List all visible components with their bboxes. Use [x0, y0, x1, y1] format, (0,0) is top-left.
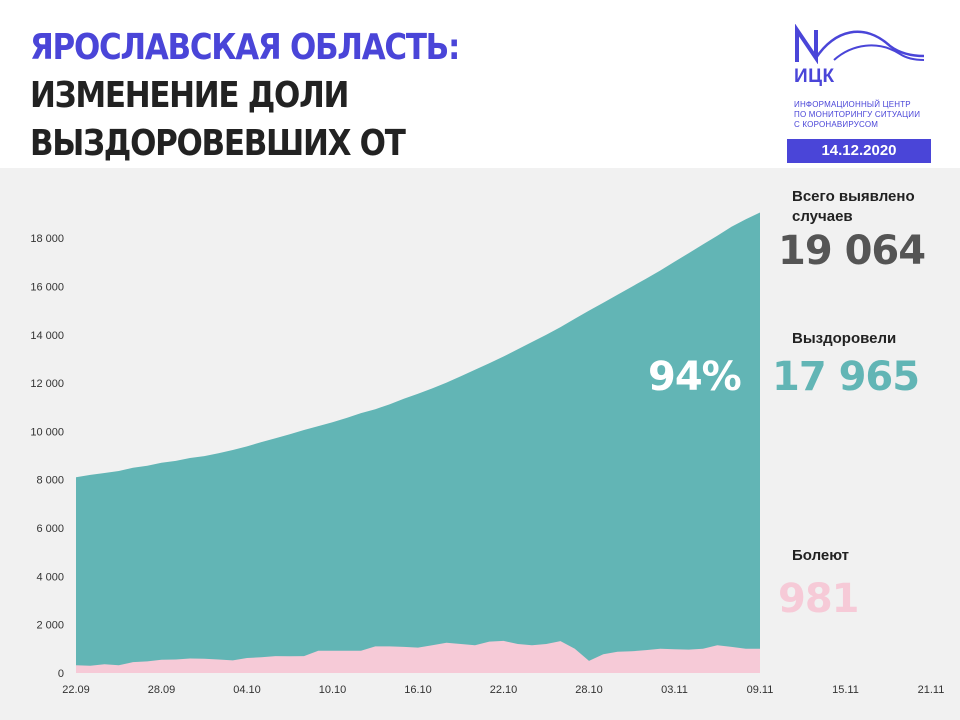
x-tick-label: 28.10: [575, 684, 603, 696]
total-cases-label: Всего выявлено случаев: [792, 188, 915, 225]
recovered-label: Выздоровели: [792, 330, 897, 347]
logo-subtitle: ИНФОРМАЦИОННЫЙ ЦЕНТР ПО МОНИТОРИНГУ СИТУ…: [794, 100, 920, 130]
y-tick-label: 14 000: [30, 330, 64, 342]
recovered-percent: 94%: [648, 354, 742, 400]
logo-subtitle-line-1: ИНФОРМАЦИОННЫЙ ЦЕНТР: [794, 100, 911, 109]
chart-panel: 0 2 000 4 000 6 000 8 000 10 000 12 000 14 000 1…: [0, 168, 960, 720]
x-tick-label: 04.10: [233, 684, 261, 696]
y-tick-label: 10 000: [30, 426, 64, 438]
sick-area: [76, 640, 760, 673]
y-tick-label: 0: [58, 668, 64, 680]
y-tick-label: 6 000: [36, 523, 64, 535]
recovered-area: [76, 212, 760, 673]
y-tick-label: 4 000: [36, 571, 64, 583]
y-tick-label: 12 000: [30, 378, 64, 390]
x-tick-label: 03.11: [661, 684, 688, 696]
logo: ИЦК ИНФОРМАЦИОННЫЙ ЦЕНТР ПО МОНИТОРИНГУ …: [794, 24, 934, 129]
sick-label: Болеют: [792, 547, 850, 564]
logo-subtitle-line-2: ПО МОНИТОРИНГУ СИТУАЦИИ: [794, 110, 921, 119]
x-tick-label: 09.11: [747, 684, 774, 696]
x-tick-label: 10.10: [319, 684, 347, 696]
logo-mark-icon: [795, 24, 925, 64]
x-tick-label: 21.11: [918, 684, 945, 696]
y-tick-label: 2 000: [36, 620, 64, 632]
sick-value: 981: [778, 576, 859, 622]
logo-subtitle-line-3: С КОРОНАВИРУСОМ: [794, 120, 879, 129]
x-tick-label: 16.10: [404, 684, 432, 696]
title-region: ЯРОСЛАВСКАЯ ОБЛАСТЬ:: [30, 27, 460, 68]
header: ЯРОСЛАВСКАЯ ОБЛАСТЬ: ИЗМЕНЕНИЕ ДОЛИ ВЫЗД…: [0, 0, 960, 212]
x-tick-label: 22.09: [62, 684, 90, 696]
date-badge: 14.12.2020: [787, 139, 931, 163]
y-tick-label: 18 000: [30, 233, 64, 245]
logo-name: ИЦК: [794, 66, 835, 87]
x-tick-label: 28.09: [148, 684, 176, 696]
area-chart: 0 2 000 4 000 6 000 8 000 10 000 12 000 14 000 1…: [30, 212, 945, 696]
y-tick-label: 8 000: [36, 475, 64, 487]
y-tick-label: 16 000: [30, 281, 64, 293]
total-cases-value: 19 064: [778, 228, 926, 274]
recovered-value: 17 965: [772, 354, 920, 400]
x-tick-label: 15.11: [832, 684, 859, 696]
x-tick-label: 22.10: [490, 684, 518, 696]
